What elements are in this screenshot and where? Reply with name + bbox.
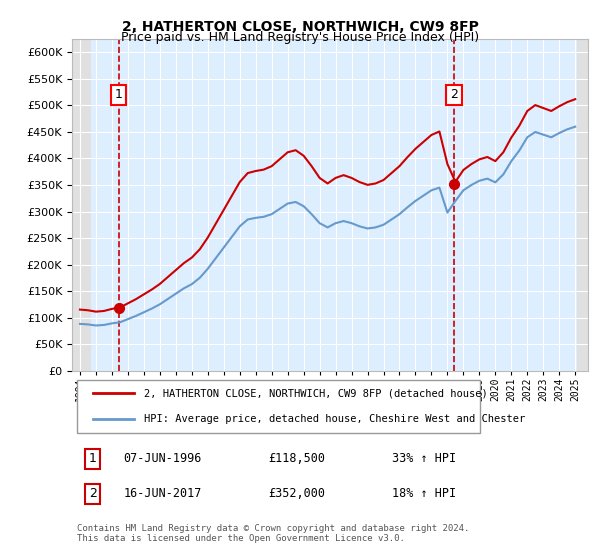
Text: Contains HM Land Registry data © Crown copyright and database right 2024.
This d: Contains HM Land Registry data © Crown c… (77, 524, 470, 543)
Text: 1: 1 (89, 452, 97, 465)
Bar (577, 39, 588, 371)
Text: £352,000: £352,000 (268, 487, 325, 501)
Text: 2: 2 (89, 487, 97, 501)
Text: 2, HATHERTON CLOSE, NORTHWICH, CW9 8FP (detached house): 2, HATHERTON CLOSE, NORTHWICH, CW9 8FP (… (144, 388, 488, 398)
Text: 1: 1 (115, 88, 122, 101)
Text: 2, HATHERTON CLOSE, NORTHWICH, CW9 8FP: 2, HATHERTON CLOSE, NORTHWICH, CW9 8FP (122, 20, 478, 34)
Text: Price paid vs. HM Land Registry's House Price Index (HPI): Price paid vs. HM Land Registry's House … (121, 31, 479, 44)
FancyBboxPatch shape (77, 380, 479, 433)
Text: HPI: Average price, detached house, Cheshire West and Chester: HPI: Average price, detached house, Ches… (144, 414, 526, 424)
Text: 18% ↑ HPI: 18% ↑ HPI (392, 487, 456, 501)
Text: 33% ↑ HPI: 33% ↑ HPI (392, 452, 456, 465)
Text: 2: 2 (450, 88, 458, 101)
Text: 07-JUN-1996: 07-JUN-1996 (124, 452, 202, 465)
Text: £118,500: £118,500 (268, 452, 325, 465)
Text: 16-JUN-2017: 16-JUN-2017 (124, 487, 202, 501)
Bar (72, 39, 91, 371)
